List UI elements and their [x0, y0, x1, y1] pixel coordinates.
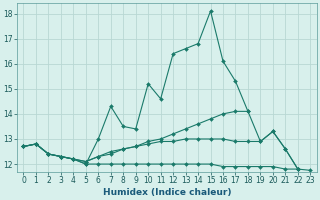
X-axis label: Humidex (Indice chaleur): Humidex (Indice chaleur): [103, 188, 231, 197]
